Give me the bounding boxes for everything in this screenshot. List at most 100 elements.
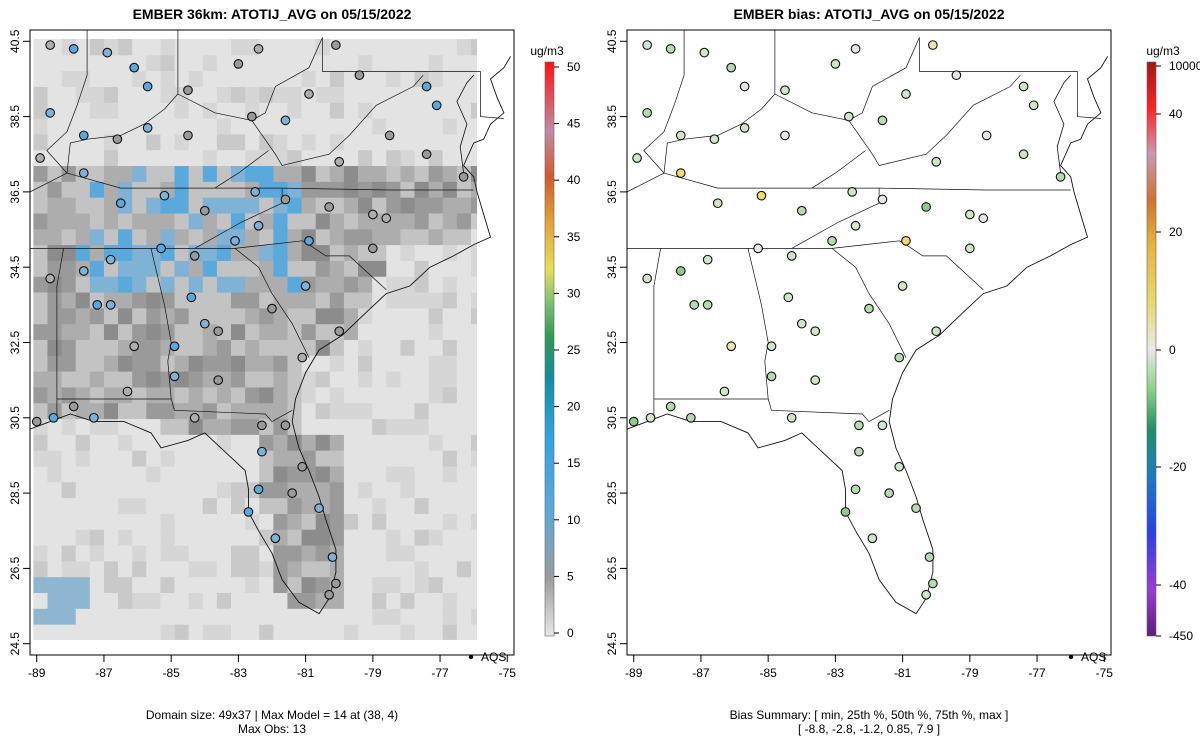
model-grid-cell: [400, 339, 416, 356]
bias-plot-background: [627, 30, 1111, 655]
colorbar-tick-label: 0: [1169, 343, 1176, 357]
model-grid-cell: [33, 355, 48, 372]
aqs-site-marker: [250, 187, 261, 197]
model-grid-cell: [61, 54, 77, 72]
aqs-site-marker: [68, 401, 79, 412]
bias-site-marker: [840, 507, 851, 517]
model-grid-cell: [287, 212, 303, 230]
model-grid-cell: [132, 497, 147, 514]
model-grid-cell: [259, 465, 274, 483]
model-grid-cell: [259, 181, 274, 198]
model-grid-cell: [160, 260, 176, 277]
aqs-site-marker: [253, 43, 264, 54]
model-grid-cell: [372, 118, 387, 135]
bias-site-marker: [628, 416, 639, 427]
model-grid-cell: [442, 244, 458, 261]
model-grid-cell: [329, 244, 345, 261]
model-grid-cell: [428, 118, 444, 135]
model-grid-cell: [301, 560, 317, 578]
model-grid-cell: [202, 181, 218, 198]
model-grid-cell: [442, 228, 458, 246]
model-grid-cell: [132, 529, 147, 546]
model-grid-cell: [259, 54, 274, 72]
model-grid-cell: [160, 149, 176, 167]
state-border: [66, 30, 179, 174]
model-grid-cell: [103, 276, 119, 293]
bias-site-marker: [702, 254, 713, 265]
model-grid-cell: [103, 450, 119, 467]
model-grid-cell: [33, 497, 48, 514]
model-grid-cell: [400, 276, 416, 293]
model-grid-cell: [230, 339, 246, 356]
model-grid-cell: [146, 39, 161, 56]
model-grid-cell: [343, 545, 359, 562]
model-grid-cell: [343, 434, 359, 451]
model-grid-cell: [315, 260, 331, 277]
model-grid-cell: [132, 292, 147, 309]
model-grid-cell: [174, 450, 190, 467]
model-grid-cell: [301, 133, 317, 151]
aqs-site-marker: [92, 299, 103, 310]
model-grid-cell: [174, 592, 190, 609]
bias-site-marker: [712, 198, 723, 209]
model-grid-cell: [343, 608, 359, 625]
model-grid-cell: [273, 386, 288, 404]
model-grid-cell: [301, 102, 317, 119]
model-grid-cell: [118, 307, 133, 325]
y-tick-label: 30.5: [605, 406, 619, 430]
model-grid-cell: [442, 402, 458, 420]
model-grid-cell: [47, 371, 63, 388]
bias-colorbar: [1146, 61, 1157, 637]
model-grid-cell: [33, 371, 48, 388]
chesapeake-bay: [456, 74, 474, 174]
model-panel: EMBER 36km: ATOTIJ_AVG on 05/15/2022 -89…: [8, 6, 581, 736]
model-grid-cell: [47, 292, 63, 309]
bias-site-marker: [665, 43, 676, 54]
aqs-site-marker: [159, 190, 170, 201]
model-grid-cell: [273, 355, 288, 372]
model-grid-cell: [118, 608, 133, 625]
model-grid-cell: [414, 244, 430, 261]
model-grid-cell: [61, 434, 77, 451]
model-grid-cell: [442, 276, 458, 293]
x-tick-label: -87: [95, 666, 113, 680]
model-grid-cell: [400, 307, 416, 325]
model-grid-cell: [61, 355, 77, 372]
model-grid-cell: [428, 228, 444, 246]
model-grid-cell: [329, 402, 345, 420]
aqs-site-marker: [257, 446, 267, 457]
model-grid-cell: [414, 260, 430, 277]
model-grid-cell: [132, 576, 147, 593]
model-grid-cell: [315, 560, 331, 578]
model-grid-cell: [216, 386, 232, 404]
model-grid-cell: [259, 545, 274, 562]
model-grid-cell: [202, 545, 218, 562]
model-grid-cell: [174, 260, 190, 277]
model-grid-cell: [301, 608, 317, 625]
model-grid-cell: [89, 307, 105, 325]
model-grid-cell: [118, 402, 133, 420]
model-grid-cell: [456, 323, 472, 340]
model-grid-cell: [372, 418, 387, 435]
model-grid-cell: [315, 402, 331, 420]
model-grid-cell: [202, 513, 218, 530]
model-grid-cell: [372, 450, 387, 467]
model-grid-cell: [89, 260, 105, 277]
model-grid-cell: [343, 165, 359, 182]
model-grid-cell: [33, 560, 48, 578]
model-grid-cell: [202, 165, 218, 182]
model-grid-cell: [132, 181, 147, 198]
aqs-site-marker: [89, 412, 99, 423]
model-grid-cell: [358, 323, 373, 340]
model-grid-cell: [456, 592, 472, 609]
bias-site-marker: [827, 235, 837, 246]
model-grid-cell: [301, 402, 317, 420]
model-grid-cell: [75, 70, 91, 87]
bias-site-marker: [931, 326, 942, 337]
model-grid-cell: [456, 355, 472, 372]
model-grid-cell: [259, 339, 274, 356]
model-grid-cell: [329, 118, 345, 135]
bias-summary-values: [ -8.8, -2.8, -1.2, 0.85, 7.9 ]: [798, 722, 940, 736]
aqs-site-marker: [78, 130, 89, 141]
model-grid-cell: [202, 608, 218, 625]
